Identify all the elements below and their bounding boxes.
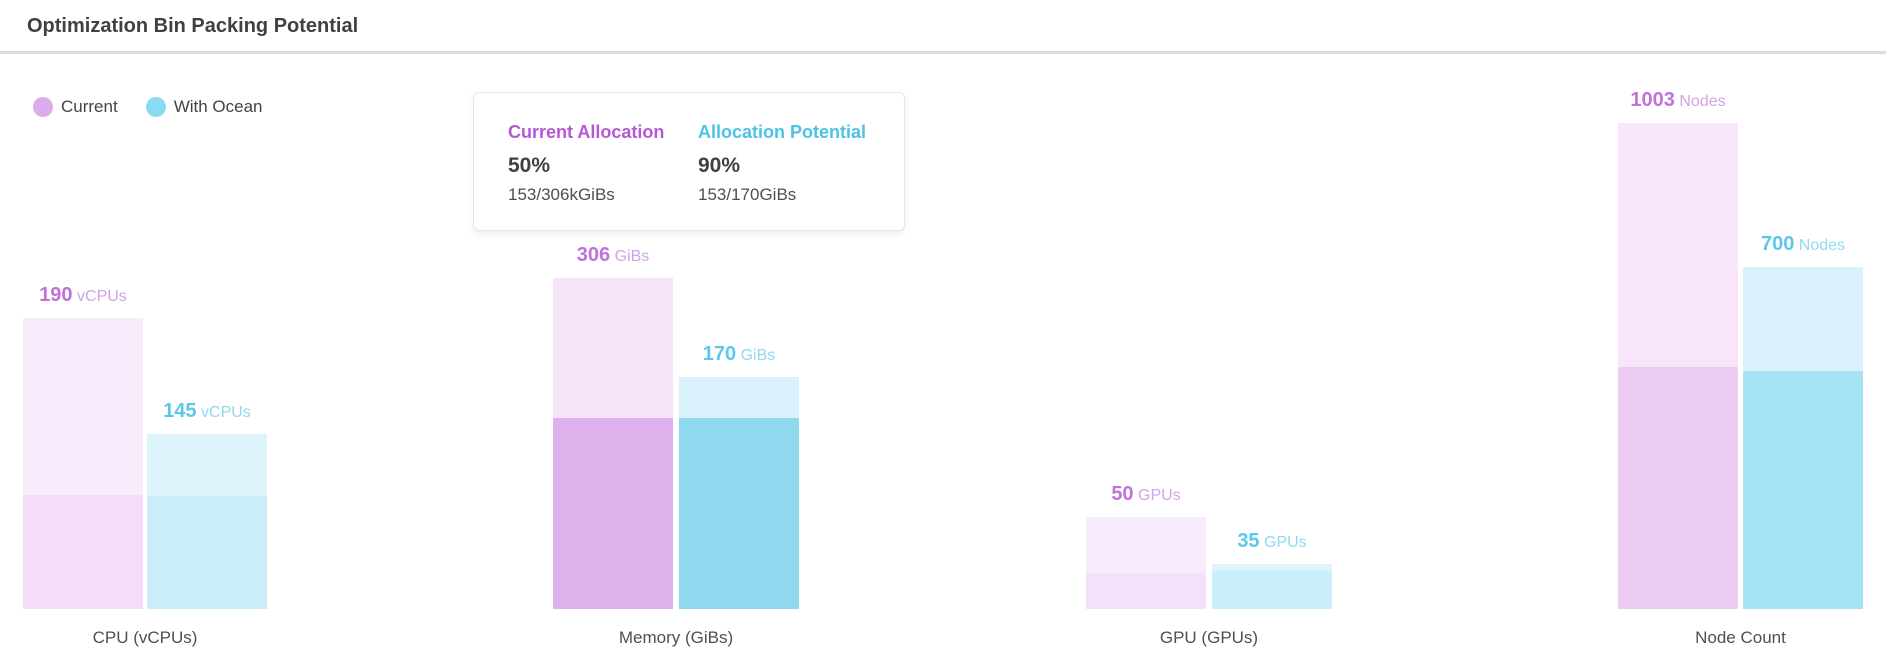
category-label-memory-gibs: Memory (GiBs) — [618, 628, 734, 647]
tooltip-current-column: Current Allocation 50% 153/306kGiBs — [508, 119, 698, 230]
allocation-tooltip: Current Allocation 50% 153/306kGiBs Allo… — [473, 92, 905, 231]
bar-value-number: 50 — [1111, 483, 1134, 505]
bar-with-ocean-gpu-gpus[interactable] — [1212, 564, 1332, 609]
bar-allocated-segment — [147, 496, 267, 609]
bar-current-memory-gibs[interactable] — [553, 278, 673, 609]
tooltip-potential-detail: 153/170GiBs — [698, 185, 797, 204]
bar-allocated-segment — [679, 418, 799, 609]
tooltip-current-percent: 50% — [508, 154, 551, 177]
bar-value-unit: GiBs — [610, 248, 650, 265]
bar-value-with-ocean-cpu-vcpus: 145 vCPUs — [87, 398, 327, 426]
bar-value-unit: Nodes — [1674, 93, 1726, 110]
tooltip-potential-percent: 90% — [698, 154, 741, 177]
bar-with-ocean-memory-gibs[interactable] — [679, 377, 799, 609]
title-divider — [0, 51, 1886, 54]
bar-allocated-segment — [1086, 573, 1206, 609]
legend-label-with-ocean: With Ocean — [173, 97, 263, 116]
bar-value-unit: Nodes — [1794, 237, 1846, 254]
tooltip-potential-column: Allocation Potential 90% 153/170GiBs — [698, 119, 866, 230]
bar-value-unit: vCPUs — [196, 404, 251, 421]
bar-allocated-segment — [1618, 367, 1738, 609]
bar-value-number: 35 — [1237, 530, 1260, 552]
legend-dot-current-icon — [33, 97, 53, 117]
bar-value-current-node-count: 1003 Nodes — [1558, 87, 1798, 115]
bar-allocated-segment — [1743, 371, 1863, 609]
bar-value-current-gpu-gpus: 50 GPUs — [1026, 481, 1266, 509]
bar-value-with-ocean-node-count: 700 Nodes — [1683, 231, 1886, 259]
legend-item-current[interactable]: Current — [33, 97, 118, 117]
legend: Current With Ocean — [33, 97, 263, 117]
tooltip-potential-title: Allocation Potential — [698, 122, 867, 142]
bar-current-gpu-gpus[interactable] — [1086, 517, 1206, 609]
bar-allocated-segment — [1212, 571, 1332, 609]
bar-value-number: 700 — [1760, 233, 1795, 255]
tooltip-current-detail: 153/306kGiBs — [508, 185, 615, 204]
tooltip-current-title: Current Allocation — [508, 122, 665, 142]
bar-value-unit: vCPUs — [72, 288, 127, 305]
bar-value-current-cpu-vcpus: 190 vCPUs — [0, 282, 203, 310]
bar-value-unit: GiBs — [736, 347, 776, 364]
legend-dot-with-ocean-icon — [145, 97, 166, 117]
legend-item-with-ocean[interactable]: With Ocean — [145, 97, 263, 117]
bar-value-number: 306 — [576, 244, 611, 266]
category-label-node-count: Node Count — [1695, 628, 1786, 647]
bar-with-ocean-cpu-vcpus[interactable] — [147, 434, 267, 609]
bar-value-number: 1003 — [1630, 89, 1675, 111]
bar-value-with-ocean-gpu-gpus: 35 GPUs — [1152, 528, 1392, 556]
bar-allocated-segment — [23, 495, 143, 609]
bar-value-number: 145 — [163, 400, 197, 422]
bar-value-unit: GPUs — [1259, 534, 1307, 551]
bar-allocated-segment — [553, 418, 673, 609]
bar-value-current-memory-gibs: 306 GiBs — [493, 242, 733, 270]
page-title: Optimization Bin Packing Potential — [27, 15, 359, 37]
bar-value-unit: GPUs — [1133, 487, 1181, 504]
legend-label-current: Current — [61, 97, 118, 116]
bar-value-with-ocean-memory-gibs: 170 GiBs — [619, 341, 859, 369]
category-label-gpu-gpus: GPU (GPUs) — [1159, 628, 1259, 647]
bar-with-ocean-node-count[interactable] — [1743, 267, 1863, 609]
bar-value-number: 190 — [39, 284, 73, 306]
bar-current-node-count[interactable] — [1618, 123, 1738, 609]
category-label-cpu-vcpus: CPU (vCPUs) — [92, 628, 198, 647]
bar-value-number: 170 — [702, 343, 737, 365]
bar-current-cpu-vcpus[interactable] — [23, 318, 143, 609]
